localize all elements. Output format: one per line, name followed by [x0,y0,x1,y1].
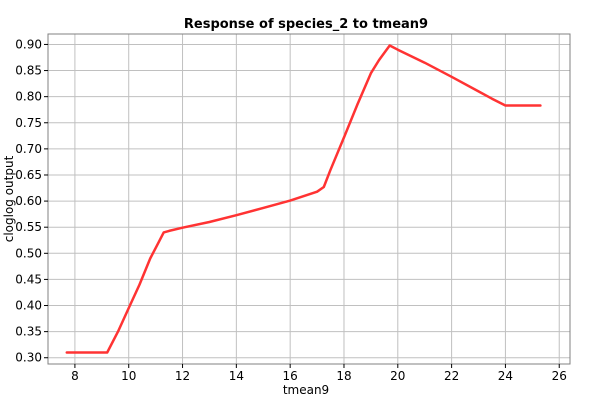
y-tick-label: 0.55 [15,220,42,234]
y-tick-label: 0.90 [15,37,42,51]
y-tick-label: 0.45 [15,272,42,286]
x-tick-label: 22 [444,369,459,383]
y-tick-label: 0.65 [15,168,42,182]
y-tick-label: 0.35 [15,325,42,339]
grid [48,34,570,364]
x-tick-label: 26 [552,369,567,383]
y-tick-label: 0.75 [15,116,42,130]
x-axis-label: tmean9 [283,383,329,397]
series-layer [65,44,542,354]
x-tick-label: 12 [175,369,190,383]
y-tick-label: 0.60 [15,194,42,208]
y-axis-label: cloglog output [2,155,16,242]
x-tick-label: 18 [336,369,351,383]
y-tick-label: 0.70 [15,142,42,156]
x-tick-label: 10 [121,369,136,383]
x-tick-label: 16 [283,369,298,383]
x-tick-label: 24 [498,369,513,383]
y-tick-label: 0.80 [15,90,42,104]
x-tick-label: 8 [71,369,79,383]
y-tick-label: 0.40 [15,299,42,313]
y-tick-label: 0.85 [15,64,42,78]
x-tick-label: 14 [229,369,244,383]
plot-frame [47,33,571,365]
axis-ticks: 8 10 12 14 16 18 20 22 24 26 0.30 0.35 0.40 0.45 0.50 0… [15,37,567,383]
chart-title: Response of species_2 to tmean9 [184,17,428,32]
series-line [65,44,542,354]
x-tick-label: 20 [390,369,405,383]
y-tick-label: 0.50 [15,246,42,260]
y-tick-label: 0.30 [15,351,42,365]
